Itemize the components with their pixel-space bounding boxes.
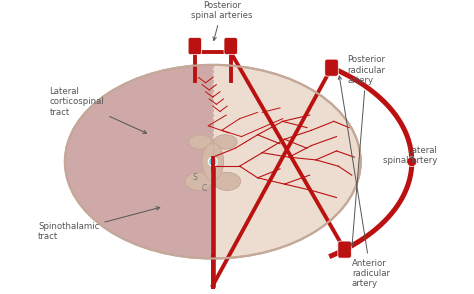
FancyBboxPatch shape [188, 38, 201, 55]
Ellipse shape [214, 135, 237, 149]
Polygon shape [65, 65, 213, 258]
Text: Lateral
corticospinal
tract: Lateral corticospinal tract [50, 87, 146, 133]
Ellipse shape [185, 173, 212, 191]
Ellipse shape [214, 173, 241, 191]
Text: Spinothalamic
tract: Spinothalamic tract [38, 207, 160, 241]
Text: Posterior
radicular
artery: Posterior radicular artery [347, 55, 385, 246]
Ellipse shape [202, 143, 224, 181]
Ellipse shape [189, 135, 212, 149]
Circle shape [407, 157, 417, 167]
Text: Anterior
spinal artery: Anterior spinal artery [0, 293, 1, 294]
Ellipse shape [65, 65, 361, 258]
FancyBboxPatch shape [224, 38, 237, 55]
Text: Posterior
spinal arteries: Posterior spinal arteries [191, 1, 253, 41]
Text: S: S [192, 173, 197, 182]
Text: C: C [201, 184, 207, 193]
Circle shape [208, 157, 217, 166]
FancyBboxPatch shape [210, 254, 215, 290]
FancyBboxPatch shape [338, 241, 351, 258]
Text: Anterior
radicular
artery: Anterior radicular artery [338, 76, 390, 288]
FancyBboxPatch shape [325, 59, 338, 76]
Text: Lateral
spinal artery: Lateral spinal artery [383, 146, 437, 165]
